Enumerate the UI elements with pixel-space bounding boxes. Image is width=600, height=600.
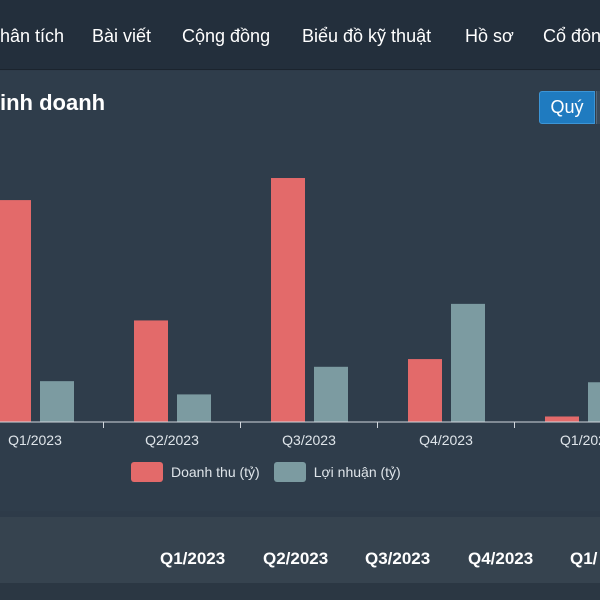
nav-item-community[interactable]: Cộng đồng	[182, 26, 271, 46]
nav-item-analysis[interactable]: hân tích	[0, 26, 65, 46]
x-axis-tick-label: Q2/2023	[145, 432, 199, 448]
top-navigation: hân tích Bài viết Cộng đồng Biểu đồ kỹ t…	[0, 0, 600, 70]
table-header-q1-2023: Q1/2023	[160, 549, 226, 568]
x-axis-ticks	[103, 422, 515, 428]
x-axis-tick-labels: Q1/2023 Q2/2023 Q3/2023 Q4/2023 Q1/202	[8, 432, 600, 448]
revenue-bar-q3-2023[interactable]	[271, 178, 305, 422]
profit-bar-q4-2023[interactable]	[451, 303, 485, 422]
profit-bar-q2-2023[interactable]	[177, 394, 211, 422]
period-quarter-button[interactable]: Quý	[539, 91, 595, 124]
nav-item-shareholders[interactable]: Cổ đôn	[543, 26, 600, 46]
revenue-bar-q1-2023[interactable]	[0, 200, 31, 422]
nav-item-profile[interactable]: Hồ sơ	[465, 26, 514, 46]
table-header-q1-2024: Q1/	[570, 549, 598, 568]
x-axis-tick-label: Q1/202	[560, 432, 600, 448]
profit-bar-q3-2023[interactable]	[314, 366, 348, 422]
nav-item-technical-chart[interactable]: Biểu đồ kỹ thuật	[302, 26, 432, 46]
legend-item-profit[interactable]: Lợi nhuận (tỷ)	[273, 462, 401, 482]
revenue-bar-q2-2023[interactable]	[134, 320, 168, 422]
x-axis-tick-label: Q4/2023	[419, 432, 473, 448]
nav-item-articles[interactable]: Bài viết	[92, 26, 152, 46]
table-header-q4-2023: Q4/2023	[468, 549, 534, 568]
revenue-bar-q4-2023[interactable]	[408, 359, 442, 422]
legend-swatch-profit	[273, 462, 306, 482]
panel-title: inh doanh	[0, 90, 106, 115]
legend-item-revenue[interactable]: Doanh thu (tỷ)	[131, 462, 260, 482]
profit-bar-q1-2024[interactable]	[588, 382, 600, 422]
period-year-button[interactable]	[596, 91, 600, 124]
legend-label-revenue: Doanh thu (tỷ)	[171, 464, 260, 480]
revenue-bar-q1-2024[interactable]	[545, 416, 579, 422]
chart-bars	[0, 178, 600, 422]
data-table-header-row	[0, 517, 600, 583]
business-results-chart: Q1/2023 Q2/2023 Q3/2023 Q4/2023 Q1/202	[0, 178, 600, 448]
legend-label-profit: Lợi nhuận (tỷ)	[313, 464, 401, 480]
x-axis-tick-label: Q3/2023	[282, 432, 336, 448]
table-header-q3-2023: Q3/2023	[365, 549, 431, 568]
chart-legend: Doanh thu (tỷ) Lợi nhuận (tỷ)	[131, 462, 415, 482]
table-header-q2-2023: Q2/2023	[263, 549, 329, 568]
x-axis-tick-label: Q1/2023	[8, 432, 62, 448]
profit-bar-q1-2023[interactable]	[40, 381, 74, 422]
table-body-edge	[0, 583, 600, 600]
legend-swatch-revenue	[131, 462, 163, 482]
